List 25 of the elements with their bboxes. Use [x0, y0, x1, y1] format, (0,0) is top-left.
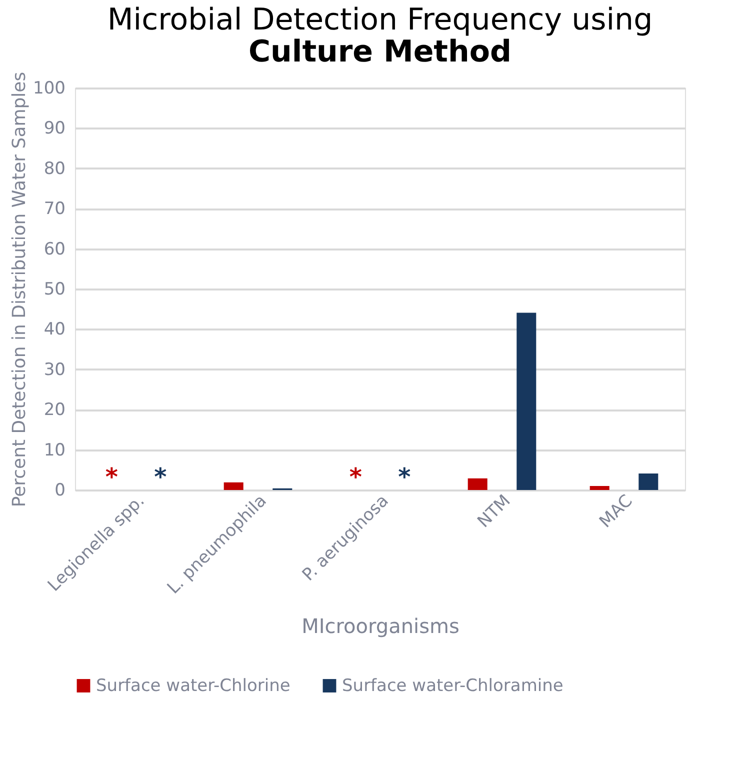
bar — [516, 312, 536, 490]
legend-label: Surface water-Chlorine — [96, 676, 290, 696]
bar — [224, 482, 244, 490]
y-tick-label: 10 — [44, 440, 66, 460]
y-tick-label: 0 — [54, 480, 66, 500]
y-tick-label: 50 — [44, 280, 66, 300]
text: * — [154, 463, 167, 491]
y-tick-label: 30 — [44, 360, 66, 380]
bar — [468, 478, 488, 490]
y-tick-label: 90 — [44, 118, 66, 139]
y-tick-label: 70 — [44, 199, 66, 220]
y-axis-title: Percent Detection in Distribution Water Samples — [9, 72, 30, 508]
bar — [590, 486, 610, 490]
y-tick-label: 80 — [44, 158, 66, 179]
chart-title: Microbial Detection Frequency using — [107, 2, 653, 38]
text: * — [105, 463, 118, 491]
x-axis-title: MIcroorganisms — [302, 614, 460, 638]
legend-label: Surface water-Chloramine — [342, 676, 564, 696]
y-tick-label: 20 — [44, 400, 66, 420]
y-tick-label: 40 — [44, 320, 66, 340]
text: * — [349, 463, 362, 491]
text: * — [398, 463, 411, 491]
bar — [638, 474, 658, 490]
y-tick-label: 100 — [33, 78, 66, 98]
y-tick-label: 60 — [44, 239, 66, 260]
